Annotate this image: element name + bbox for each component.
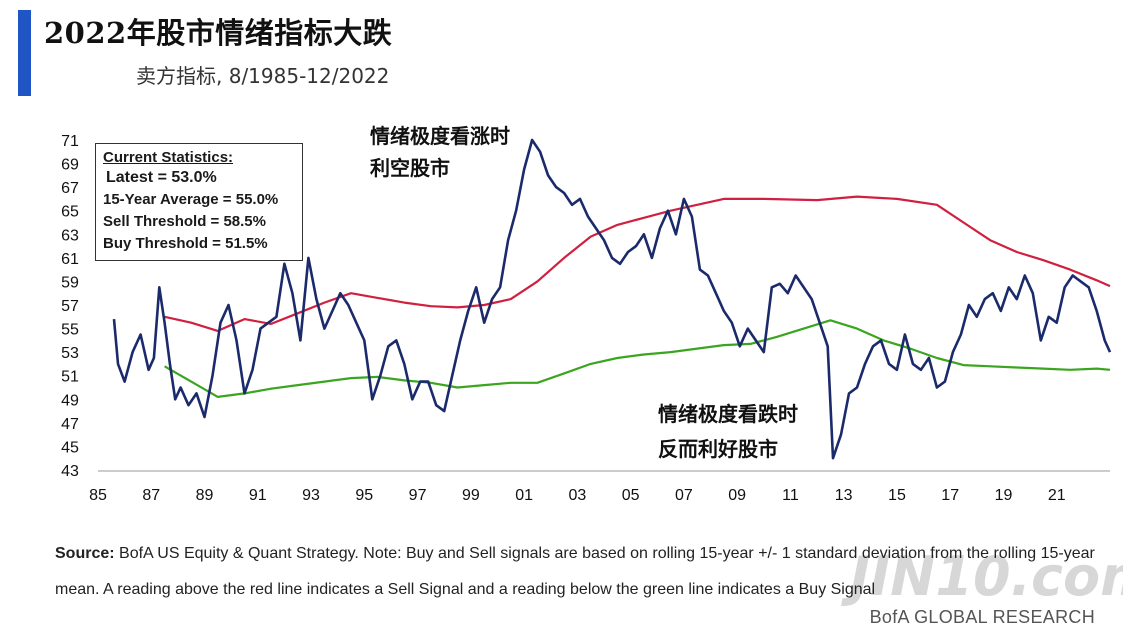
x-tick-label: 21 [1048,487,1066,504]
stats-buy-threshold: Buy Threshold = 51.5% [103,235,268,252]
y-tick-label: 61 [61,251,79,268]
title-accent-bar [18,10,31,96]
y-tick-label: 47 [61,416,79,433]
stats-heading: Current Statistics: [103,149,234,166]
y-tick-label: 51 [61,369,79,386]
annotation-top-line2: 利空股市 [370,156,450,180]
x-tick-label: 99 [462,487,480,504]
x-tick-label: 01 [515,487,533,504]
annotation-top-line1: 情绪极度看涨时 [370,124,510,148]
y-tick-label: 65 [61,204,79,221]
chart-subtitle: 卖方指标, 8/1985-12/2022 [136,64,390,88]
y-tick-label: 63 [61,227,79,244]
annotation-bottom-line1: 情绪极度看跌时 [658,402,798,426]
x-tick-label: 87 [142,487,160,504]
x-tick-label: 95 [355,487,373,504]
footnote-text: BofA US Equity & Quant Strategy. Note: B… [55,545,1095,598]
footnote: Source: BofA US Equity & Quant Strategy.… [55,536,1095,608]
x-tick-label: 05 [622,487,640,504]
x-tick-label: 97 [409,487,427,504]
indicator-line [112,138,1112,460]
y-tick-label: 49 [61,392,79,409]
y-tick-label: 69 [61,157,79,174]
chart-title: 2022年股市情绪指标大跌 [44,16,393,50]
stats-latest: Latest = 53.0% [106,169,217,186]
footnote-source-label: Source: [55,545,115,562]
y-axis: 43 45 47 49 51 53 55 57 59 61 63 65 67 69 71 [61,133,79,480]
x-tick-label: 89 [196,487,214,504]
stats-average: 15-Year Average = 55.0% [103,191,279,208]
x-tick-label: 11 [782,487,799,504]
x-tick-label: 19 [995,487,1013,504]
stats-sell-threshold: Sell Threshold = 58.5% [103,213,266,230]
y-tick-label: 59 [61,274,79,291]
y-tick-label: 43 [61,463,79,480]
y-tick-label: 55 [61,322,79,339]
annotation-bottom-line2: 反而利好股市 [658,437,778,461]
y-tick-label: 67 [61,180,79,197]
x-axis: 85 87 89 91 93 95 97 99 01 03 05 07 09 11 13 15 17 19 21 [89,487,1066,504]
y-tick-label: 45 [61,439,79,456]
current-statistics-box: Current Statistics: Latest = 53.0% 15-Ye… [95,143,303,261]
y-tick-label: 71 [61,133,79,150]
credit-text: BofA GLOBAL RESEARCH [869,607,1095,627]
y-tick-label: 53 [61,345,79,362]
x-tick-label: 85 [89,487,107,504]
x-tick-label: 13 [835,487,853,504]
series-layer [112,138,1112,460]
buy-line [164,319,1111,398]
sell-line [164,195,1111,332]
x-tick-label: 15 [888,487,906,504]
x-tick-label: 17 [941,487,959,504]
x-tick-label: 03 [568,487,586,504]
y-tick-label: 57 [61,298,79,315]
x-tick-label: 93 [302,487,320,504]
watermark-logo: JIN10.com [850,545,1123,608]
x-tick-label: 91 [249,487,267,504]
x-tick-label: 07 [675,487,693,504]
x-tick-label: 09 [728,487,746,504]
